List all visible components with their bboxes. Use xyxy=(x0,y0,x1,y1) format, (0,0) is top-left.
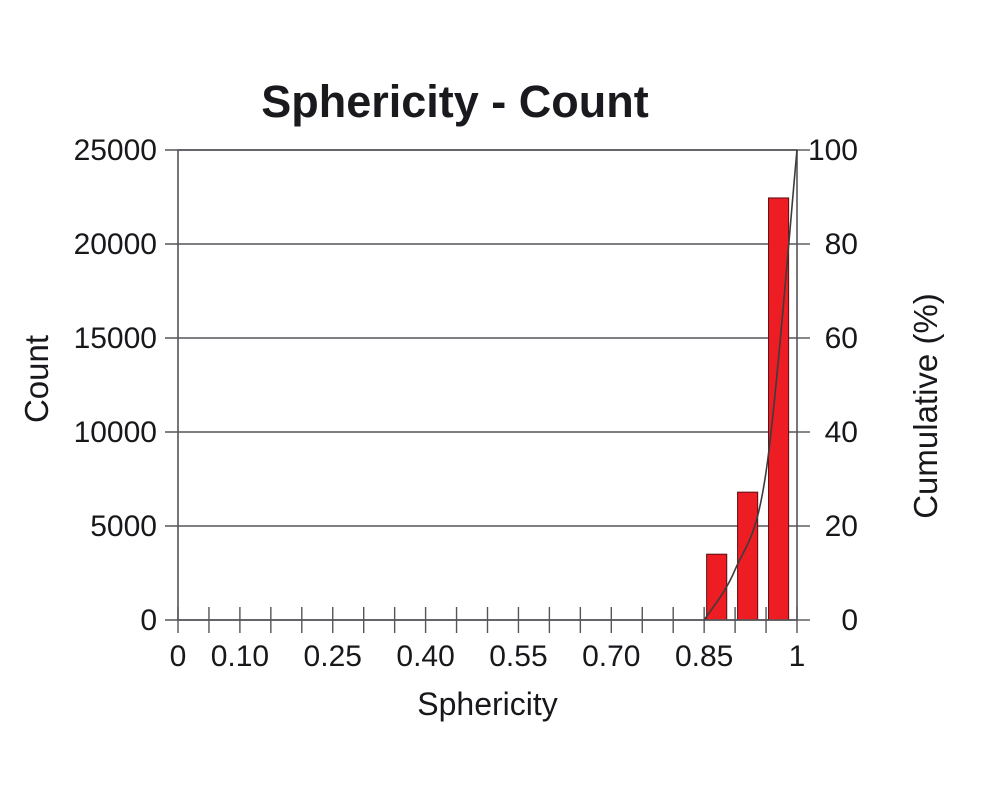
y-axis-tick-label: 10000 xyxy=(74,416,157,449)
x-axis-tick-label: 0.85 xyxy=(675,640,733,673)
y-axis-tick-label: 25000 xyxy=(74,134,157,167)
y-axis-tick-label: 20000 xyxy=(74,228,157,261)
y2-axis-tick-label: 60 xyxy=(825,322,858,355)
x-axis-tick-label: 0 xyxy=(170,640,187,673)
plot-frame xyxy=(177,149,798,621)
x-axis-title: Sphericity xyxy=(417,686,558,722)
y2-axis-tick-label: 100 xyxy=(808,134,858,167)
x-axis-tick-label: 1 xyxy=(789,640,806,673)
histogram-bar xyxy=(706,553,728,621)
chart-title: Sphericity - Count xyxy=(261,76,649,127)
x-axis-tick-label: 0.55 xyxy=(489,640,547,673)
cumulative-line xyxy=(703,149,798,621)
y2-axis-tick-label: 0 xyxy=(841,604,858,637)
histogram-bar xyxy=(768,197,790,621)
y-axis-tick-label: 0 xyxy=(140,604,157,637)
y-axis-tick-label: 5000 xyxy=(90,510,157,543)
x-axis-tick-label: 0.40 xyxy=(396,640,454,673)
y2-axis-tick-label: 20 xyxy=(825,510,858,543)
y-axis-tick-label: 15000 xyxy=(74,322,157,355)
x-axis-tick-label: 0.70 xyxy=(582,640,640,673)
y2-axis-tick-label: 40 xyxy=(825,416,858,449)
y2-axis-tick-label: 80 xyxy=(825,228,858,261)
x-axis-tick-label: 0.10 xyxy=(211,640,269,673)
x-axis-tick-label: 0.25 xyxy=(304,640,362,673)
histogram-bar xyxy=(737,491,759,621)
